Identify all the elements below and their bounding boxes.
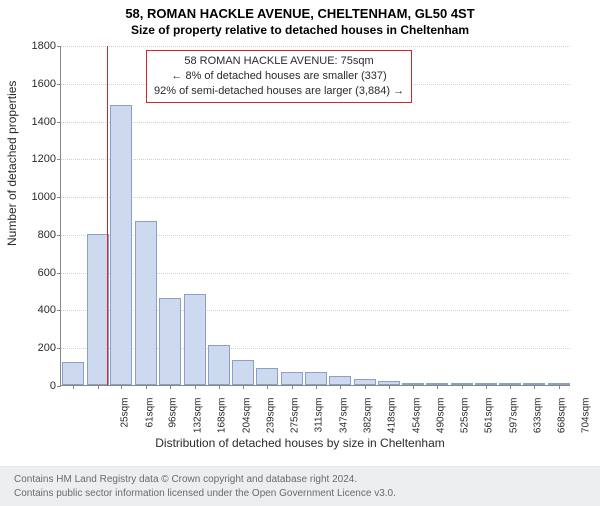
- xtick-mark: [437, 385, 438, 389]
- xtick-mark: [462, 385, 463, 389]
- footer-line-1: Contains HM Land Registry data © Crown c…: [14, 473, 590, 487]
- ytick-mark: [57, 386, 61, 387]
- histogram-bar: [159, 298, 181, 385]
- ytick-label: 200: [16, 342, 56, 354]
- xtick-mark: [170, 385, 171, 389]
- xtick-mark: [219, 385, 220, 389]
- xtick-mark: [195, 385, 196, 389]
- xtick-mark: [292, 385, 293, 389]
- x-axis-label: Distribution of detached houses by size …: [0, 436, 600, 450]
- gridline: [61, 122, 570, 123]
- info-line-3: 92% of semi-detached houses are larger (…: [154, 84, 404, 99]
- xtick-mark: [243, 385, 244, 389]
- ytick-label: 1600: [16, 78, 56, 90]
- xtick-mark: [389, 385, 390, 389]
- ytick-label: 400: [16, 304, 56, 316]
- xtick-mark: [316, 385, 317, 389]
- xtick-mark: [510, 385, 511, 389]
- info-line-2: ← 8% of detached houses are smaller (337…: [154, 69, 404, 84]
- gridline: [61, 197, 570, 198]
- ytick-mark: [57, 273, 61, 274]
- ytick-label: 1000: [16, 191, 56, 203]
- ytick-label: 800: [16, 229, 56, 241]
- ytick-label: 0: [16, 380, 56, 392]
- xtick-mark: [146, 385, 147, 389]
- info-box: 58 ROMAN HACKLE AVENUE: 75sqm ← 8% of de…: [146, 50, 412, 103]
- histogram-bar: [87, 234, 109, 385]
- ytick-label: 1400: [16, 116, 56, 128]
- xtick-mark: [121, 385, 122, 389]
- histogram-bar: [184, 294, 206, 385]
- ytick-mark: [57, 197, 61, 198]
- histogram-bar: [329, 376, 351, 385]
- ytick-label: 600: [16, 267, 56, 279]
- ytick-mark: [57, 235, 61, 236]
- xtick-mark: [73, 385, 74, 389]
- info-line-1: 58 ROMAN HACKLE AVENUE: 75sqm: [154, 54, 404, 69]
- ytick-label: 1800: [16, 40, 56, 52]
- property-marker-line: [107, 46, 108, 385]
- xtick-mark: [559, 385, 560, 389]
- ytick-label: 1200: [16, 153, 56, 165]
- histogram-bar: [281, 372, 303, 385]
- histogram-bar: [208, 345, 230, 385]
- plot-area: 58 ROMAN HACKLE AVENUE: 75sqm ← 8% of de…: [60, 46, 570, 386]
- gridline: [61, 159, 570, 160]
- xtick-mark: [486, 385, 487, 389]
- title-sub: Size of property relative to detached ho…: [0, 23, 600, 37]
- ytick-mark: [57, 46, 61, 47]
- xtick-mark: [413, 385, 414, 389]
- xtick-mark: [340, 385, 341, 389]
- ytick-mark: [57, 122, 61, 123]
- ytick-mark: [57, 348, 61, 349]
- histogram-bar: [256, 368, 278, 385]
- ytick-mark: [57, 310, 61, 311]
- xtick-mark: [98, 385, 99, 389]
- xtick-mark: [267, 385, 268, 389]
- ytick-mark: [57, 159, 61, 160]
- chart-container: Number of detached properties 58 ROMAN H…: [0, 46, 600, 446]
- title-main: 58, ROMAN HACKLE AVENUE, CHELTENHAM, GL5…: [0, 6, 600, 21]
- histogram-bar: [62, 362, 84, 385]
- histogram-bar: [135, 221, 157, 385]
- xtick-mark: [365, 385, 366, 389]
- ytick-mark: [57, 84, 61, 85]
- histogram-bar: [305, 372, 327, 385]
- histogram-bar: [232, 360, 254, 385]
- gridline: [61, 46, 570, 47]
- histogram-bar: [110, 105, 132, 385]
- footer-line-2: Contains public sector information licen…: [14, 487, 590, 501]
- xtick-mark: [534, 385, 535, 389]
- footer: Contains HM Land Registry data © Crown c…: [0, 466, 600, 506]
